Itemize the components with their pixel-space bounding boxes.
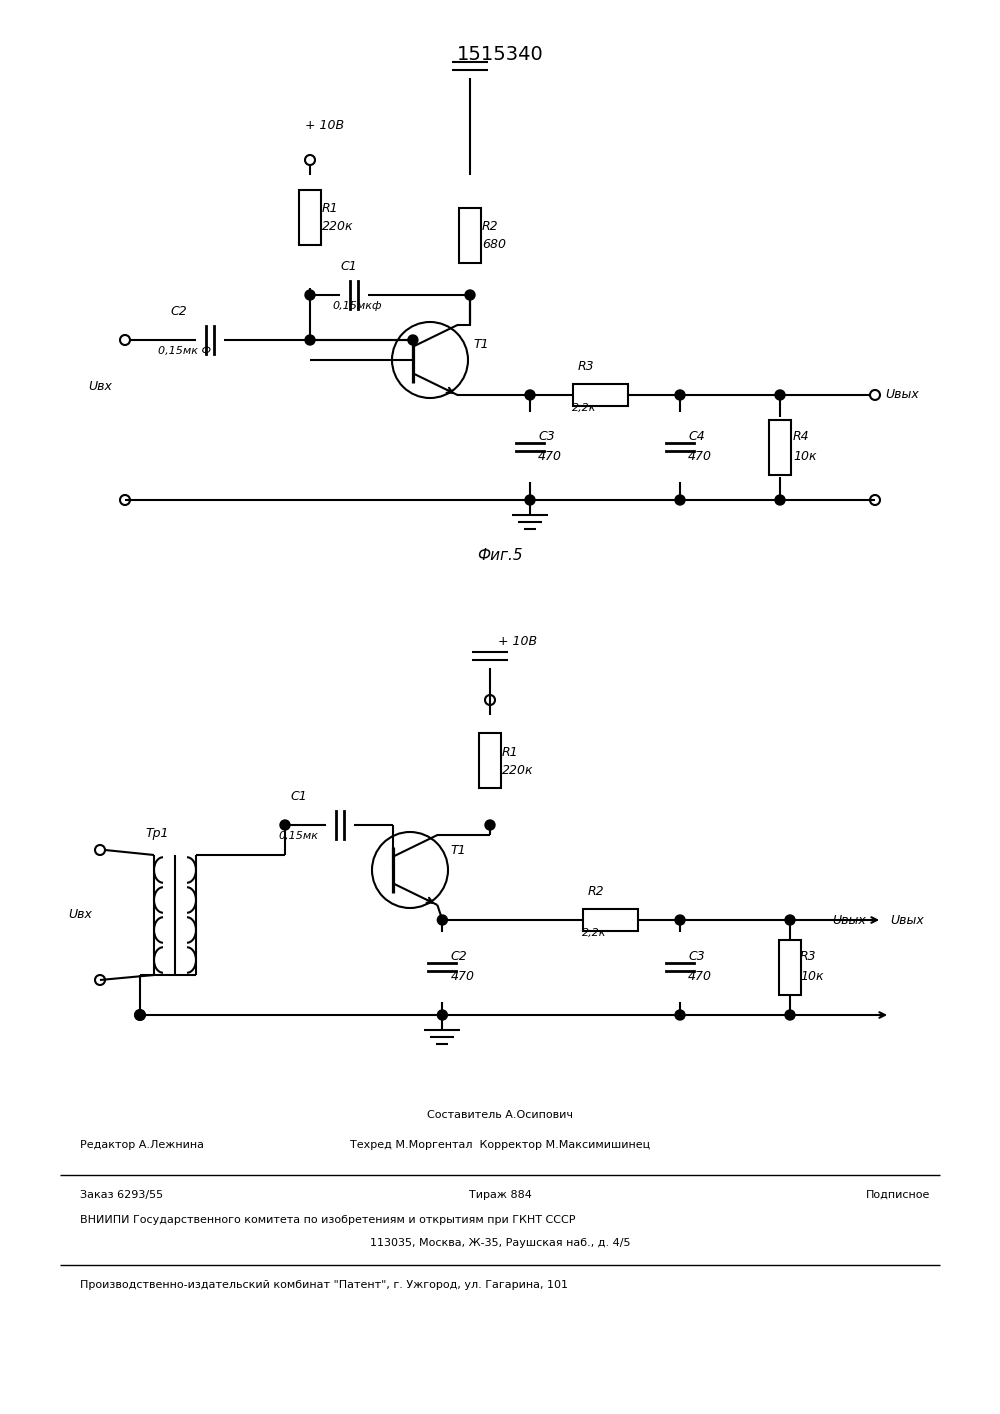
Text: ВНИИПИ Государственного комитета по изобретениям и открытиям при ГКНТ СССР: ВНИИПИ Государственного комитета по изоб… (80, 1215, 576, 1225)
Text: T1: T1 (450, 844, 466, 857)
Text: R1: R1 (322, 202, 339, 215)
Text: 220к: 220к (502, 764, 534, 776)
Circle shape (408, 335, 418, 345)
Text: Фиг.5: Фиг.5 (477, 549, 523, 563)
Circle shape (305, 290, 315, 300)
Text: C4: C4 (688, 430, 705, 444)
Text: 1515340: 1515340 (457, 45, 543, 65)
Text: C1: C1 (340, 260, 357, 273)
Text: Подписное: Подписное (866, 1191, 930, 1200)
Text: + 10В: + 10В (498, 635, 537, 648)
Circle shape (280, 820, 290, 830)
Text: 470: 470 (688, 451, 712, 464)
Text: R4: R4 (793, 430, 810, 444)
Text: C3: C3 (538, 430, 555, 444)
Circle shape (775, 495, 785, 505)
Text: 220к: 220к (322, 221, 354, 233)
Circle shape (525, 495, 535, 505)
Text: R2: R2 (588, 885, 605, 898)
Text: Составитель А.Осипович: Составитель А.Осипович (427, 1110, 573, 1120)
Text: 470: 470 (538, 451, 562, 464)
Circle shape (675, 495, 685, 505)
Circle shape (675, 390, 685, 400)
Bar (479, 732, 501, 788)
Circle shape (675, 1010, 685, 1019)
Text: 470: 470 (450, 970, 474, 984)
Circle shape (437, 915, 447, 925)
Text: 0,15мк: 0,15мк (278, 831, 318, 841)
Text: 113035, Москва, Ж-35, Раушская наб., д. 4/5: 113035, Москва, Ж-35, Раушская наб., д. … (370, 1239, 630, 1249)
Text: Uвх: Uвх (88, 380, 112, 393)
Text: Uвых: Uвых (885, 389, 919, 402)
Bar (779, 939, 801, 994)
Circle shape (305, 335, 315, 345)
Circle shape (465, 290, 475, 300)
Text: C3: C3 (688, 950, 705, 963)
Text: 680: 680 (482, 239, 506, 252)
Circle shape (675, 915, 685, 925)
Text: Заказ 6293/55: Заказ 6293/55 (80, 1191, 163, 1200)
Text: Редактор А.Лежнина: Редактор А.Лежнина (80, 1140, 204, 1150)
Text: 10к: 10к (800, 970, 824, 984)
Bar (572, 385, 628, 406)
Text: T1: T1 (473, 338, 489, 352)
Text: + 10В: + 10В (305, 119, 344, 132)
Circle shape (135, 1010, 145, 1019)
Circle shape (785, 915, 795, 925)
Circle shape (775, 390, 785, 400)
Text: Uвых: Uвых (890, 913, 924, 926)
Text: Uвых: Uвых (832, 913, 866, 926)
Text: C2: C2 (450, 950, 467, 963)
Text: C2: C2 (170, 305, 187, 318)
Text: Тр1: Тр1 (145, 827, 168, 840)
Text: R1: R1 (502, 745, 519, 758)
Text: 2,2к: 2,2к (582, 928, 606, 937)
Circle shape (785, 1010, 795, 1019)
Circle shape (525, 390, 535, 400)
Text: Тираж 884: Тираж 884 (469, 1191, 531, 1200)
Bar (582, 909, 638, 930)
Text: R3: R3 (578, 361, 595, 373)
Text: Uвх: Uвх (68, 909, 92, 922)
Text: 0,15мкф: 0,15мкф (332, 301, 382, 311)
Bar (299, 189, 321, 245)
Text: 0,15мк Ф: 0,15мк Ф (158, 346, 211, 356)
Circle shape (437, 1010, 447, 1019)
Text: R3: R3 (800, 950, 817, 963)
Text: 10к: 10к (793, 451, 816, 464)
Bar (769, 420, 791, 475)
Text: R2: R2 (482, 221, 499, 233)
Circle shape (485, 820, 495, 830)
Bar (459, 208, 481, 263)
Text: Производственно-издательский комбинат "Патент", г. Ужгород, ул. Гагарина, 101: Производственно-издательский комбинат "П… (80, 1280, 568, 1290)
Text: 2,2к: 2,2к (572, 403, 596, 413)
Text: Техред М.Моргентал  Корректор М.Максимишинец: Техред М.Моргентал Корректор М.Максимиши… (350, 1140, 650, 1150)
Text: 470: 470 (688, 970, 712, 984)
Text: C1: C1 (290, 790, 307, 803)
